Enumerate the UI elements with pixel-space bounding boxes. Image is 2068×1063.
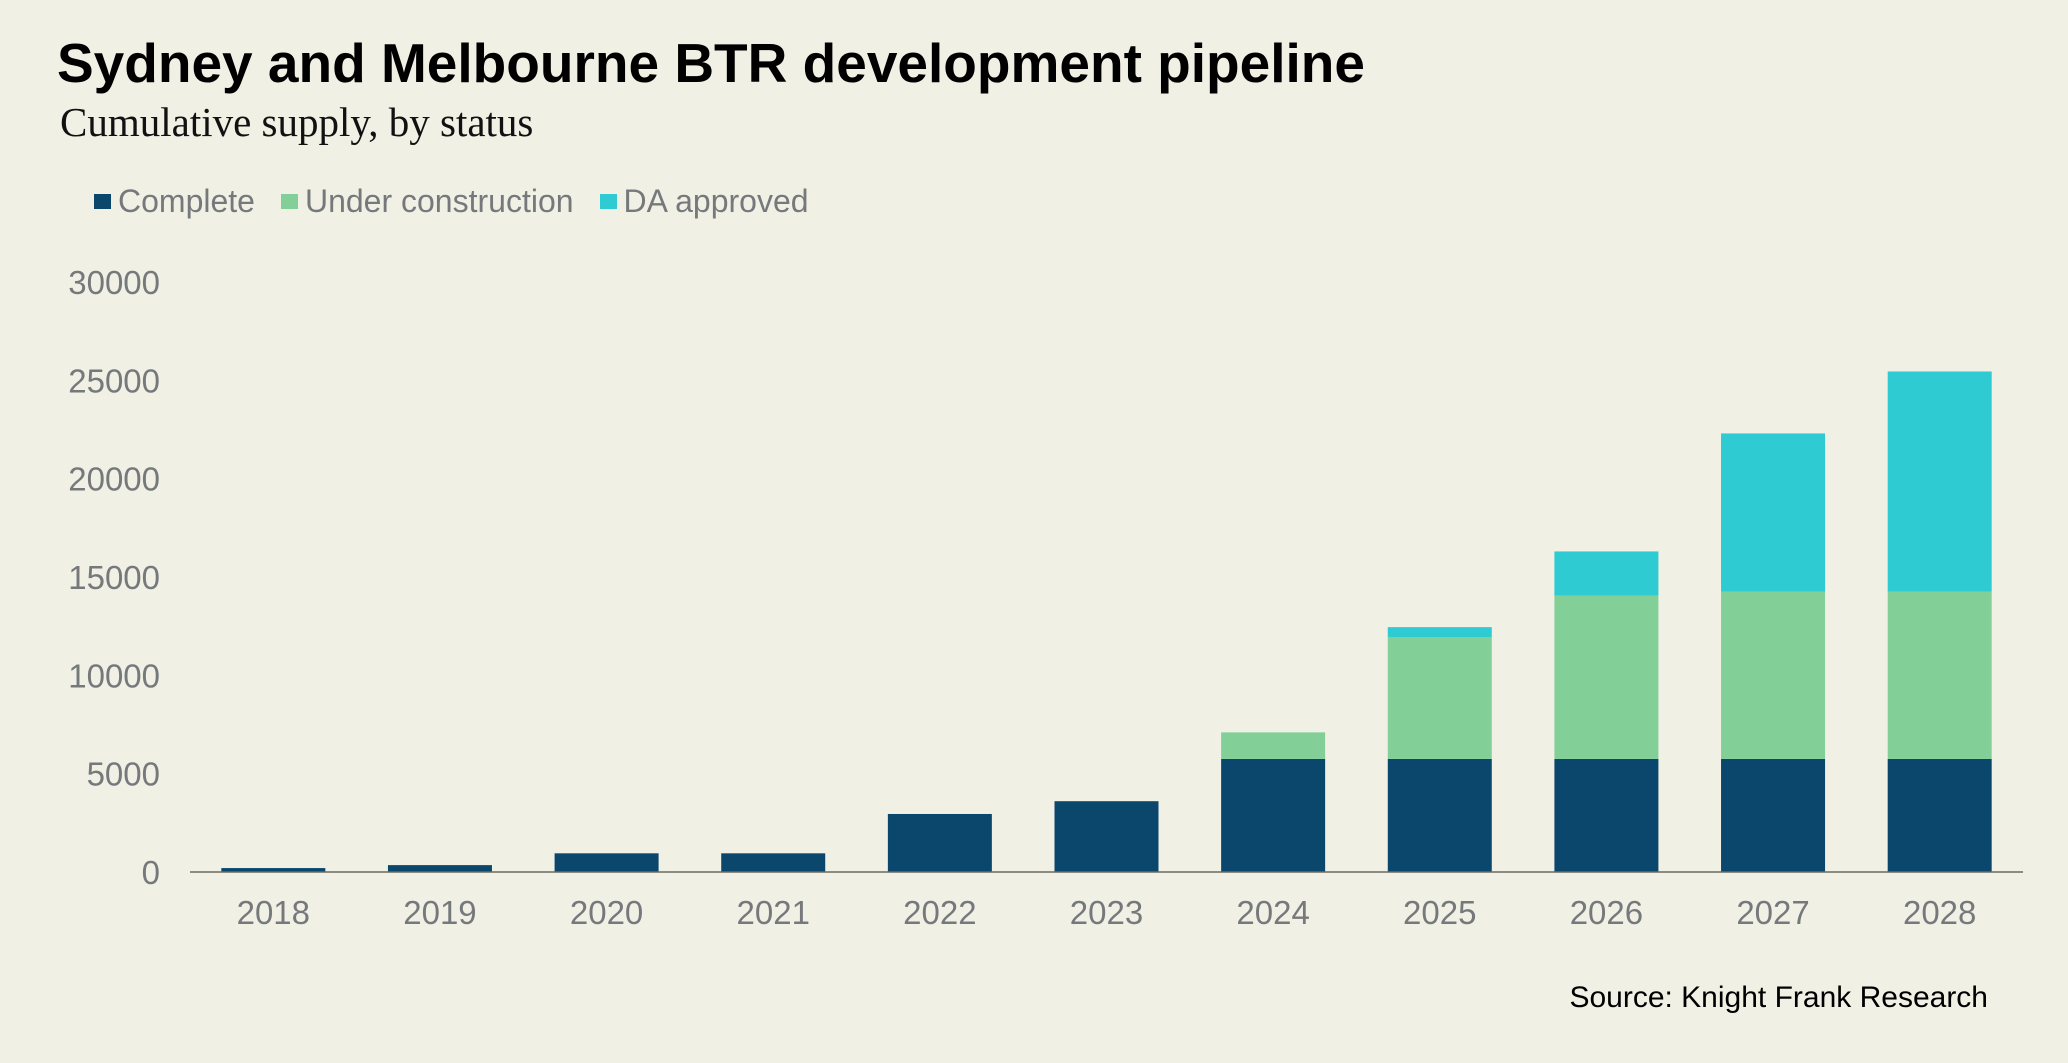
x-tick-label: 2019 (403, 894, 476, 931)
bar-complete-2018 (221, 868, 326, 872)
bar-complete-2027 (1721, 758, 1826, 872)
bar-da-approved-2028 (1887, 371, 1992, 592)
y-tick-label: 25000 (68, 362, 160, 399)
x-tick-label: 2022 (903, 894, 976, 931)
x-tick-label: 2023 (1070, 894, 1143, 931)
legend-swatch-complete (94, 194, 111, 209)
x-tick-label: 2020 (570, 894, 643, 931)
bar-complete-2021 (721, 853, 826, 872)
bar-da-approved-2027 (1721, 433, 1826, 592)
y-tick-label: 0 (142, 854, 160, 891)
bar-complete-2022 (887, 813, 992, 872)
legend-label-da-approved: DA approved (623, 183, 809, 219)
legend-label-under-construction: Under construction (304, 183, 574, 219)
bar-complete-2019 (387, 865, 492, 872)
x-tick-label: 2025 (1403, 894, 1476, 931)
legend-label-complete: Complete (118, 183, 255, 219)
legend-item-complete: Complete (94, 183, 255, 220)
x-tick-label: 2021 (737, 894, 810, 931)
bar-complete-2025 (1387, 758, 1492, 872)
bar-complete-2023 (1054, 801, 1159, 872)
legend-swatch-under-construction (280, 194, 298, 209)
x-axis-ticks: 2018 2019 2020 2021 2022 2023 2024 2025 2026 2027… (237, 894, 1977, 931)
x-tick-label: 2024 (1236, 894, 1309, 931)
source-note: Source: Knight Frank Research (1569, 981, 1988, 1014)
y-tick-label: 15000 (68, 559, 160, 596)
bar-da-approved-2025 (1387, 627, 1492, 637)
x-tick-label: 2027 (1736, 894, 1809, 931)
bar-da-approved-2026 (1554, 551, 1659, 596)
bar-under-construction-2028 (1887, 591, 1992, 759)
y-tick-label: 10000 (68, 657, 160, 694)
bars (221, 371, 1992, 872)
chart-subtitle: Cumulative supply, by status (60, 99, 534, 145)
y-tick-label: 5000 (87, 756, 160, 793)
y-axis-ticks: 0 5000 10000 15000 20000 25000 30000 (68, 264, 160, 891)
bar-complete-2020 (554, 853, 659, 872)
bar-under-construction-2024 (1221, 732, 1326, 759)
bar-complete-2026 (1554, 758, 1659, 872)
x-tick-label: 2018 (237, 894, 310, 931)
x-tick-label: 2028 (1903, 894, 1976, 931)
y-tick-label: 20000 (68, 461, 160, 498)
y-tick-label: 30000 (68, 264, 160, 301)
bar-under-construction-2027 (1721, 591, 1826, 759)
chart-title: Sydney and Melbourne BTR development pip… (57, 32, 1365, 94)
bar-complete-2024 (1221, 758, 1326, 872)
bar-complete-2028 (1887, 758, 1992, 872)
legend: Complete Under construction DA approved (94, 183, 835, 220)
legend-swatch-da-approved (599, 194, 617, 209)
legend-item-under-construction: Under construction (280, 183, 574, 220)
bar-under-construction-2025 (1387, 636, 1492, 759)
legend-item-da-approved: DA approved (599, 183, 809, 220)
bar-under-construction-2026 (1554, 595, 1659, 759)
x-tick-label: 2026 (1570, 894, 1643, 931)
